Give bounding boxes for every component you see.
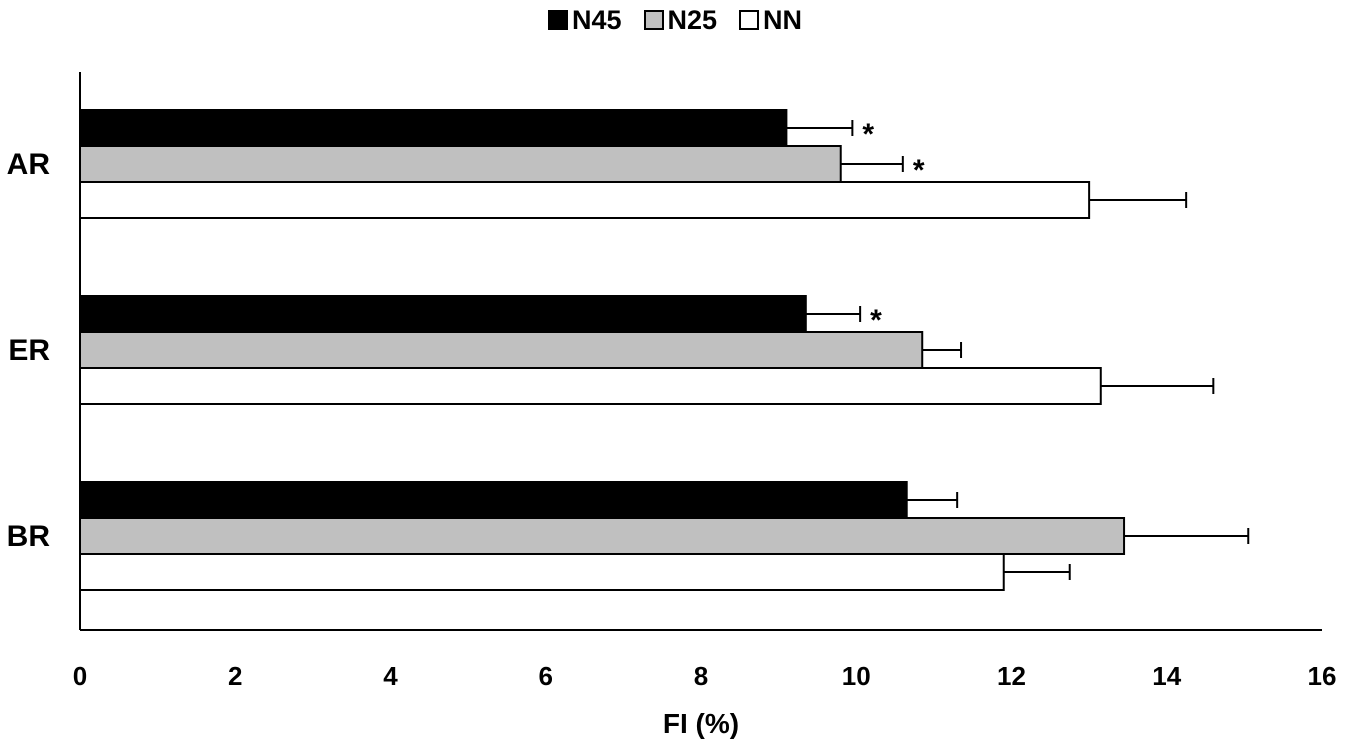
y-axis-categories: AR ER BR: [7, 148, 51, 553]
bar-ar-n45: [79, 109, 788, 147]
x-axis-title: FI (%): [663, 708, 739, 739]
significance-ar-n25: *: [913, 154, 925, 187]
bar-er-nn: [79, 367, 1102, 405]
legend-item-nn: NN: [739, 5, 802, 36]
x-tick-label-14: 14: [1152, 661, 1181, 691]
legend-label-n25: N25: [667, 4, 718, 35]
legend-item-n25: N25: [643, 4, 718, 36]
significance-er-n45: *: [870, 304, 882, 337]
bar-br-n45: [79, 481, 908, 519]
x-tick-label-8: 8: [694, 661, 708, 691]
chart-legend: N45 N25 NN: [0, 2, 1350, 38]
legend-label-n45: N45: [571, 4, 622, 35]
legend-label-nn: NN: [763, 4, 803, 35]
category-label-er: ER: [8, 334, 50, 367]
category-label-ar: AR: [7, 148, 51, 181]
x-tick-label-0: 0: [73, 661, 87, 691]
bar-ar-nn: [79, 181, 1091, 219]
bar-er-n45: [79, 295, 807, 333]
x-axis-ticks: 0 2 4 6 8 10 12 14 16: [73, 661, 1337, 691]
legend-item-n45: N45: [547, 4, 622, 36]
significance-ar-n45: *: [862, 118, 874, 151]
x-tick-label-6: 6: [539, 661, 553, 691]
bar-br-nn: [79, 553, 1005, 591]
plot-area: * * *: [79, 109, 1250, 591]
legend-swatch-n25: [643, 10, 664, 30]
x-tick-label-4: 4: [383, 661, 398, 691]
x-tick-label-12: 12: [997, 661, 1026, 691]
x-tick-label-2: 2: [228, 661, 242, 691]
legend-swatch-nn: [739, 10, 760, 30]
x-tick-label-16: 16: [1308, 661, 1337, 691]
bar-ar-n25: [79, 145, 842, 183]
x-tick-label-10: 10: [842, 661, 871, 691]
legend-swatch-n45: [547, 10, 568, 30]
bar-er-n25: [79, 331, 924, 369]
bar-br-n25: [79, 517, 1126, 555]
category-label-br: BR: [7, 520, 51, 553]
